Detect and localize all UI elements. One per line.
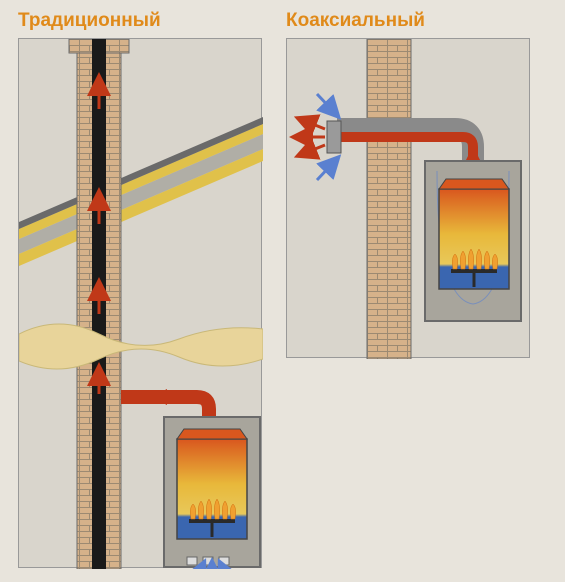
- exhaust-arrows: [301, 121, 325, 153]
- title-coaxial: Коаксиальный: [286, 10, 425, 32]
- roof: [19, 117, 263, 266]
- diagram-coaxial: [287, 39, 531, 359]
- panel-coaxial: [286, 38, 530, 358]
- title-traditional: Традиционный: [18, 10, 161, 32]
- boiler-vessel: [177, 429, 247, 539]
- wall-brick: [367, 39, 411, 359]
- section-break: [19, 324, 263, 369]
- panel-traditional: [18, 38, 262, 568]
- boiler-vessel: [439, 179, 509, 289]
- diagram-traditional: [19, 39, 263, 569]
